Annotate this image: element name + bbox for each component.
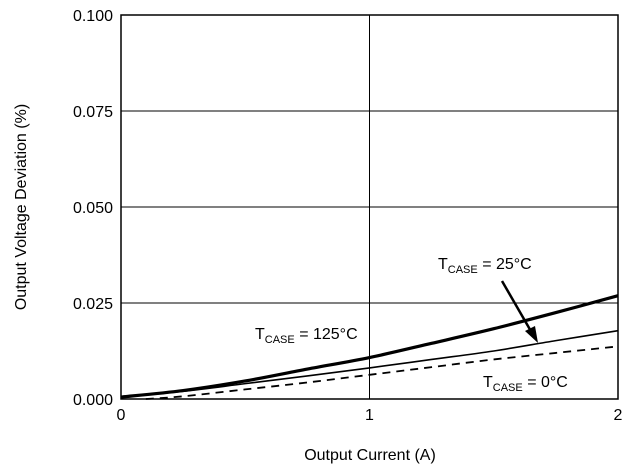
annotation-tcase-0-main: T xyxy=(483,374,493,391)
series-line-0 xyxy=(120,294,619,399)
grid-lines xyxy=(120,14,619,400)
y-tick-label: 0.000 xyxy=(73,392,113,409)
y-tick-label: 0.100 xyxy=(73,8,113,25)
y-tick-labels: 0.000 0.025 0.050 0.075 0.100 xyxy=(73,8,113,409)
annotation-tcase-125: TCASE = 125°C xyxy=(255,326,358,346)
y-tick-label: 0.075 xyxy=(73,104,113,121)
annotation-tcase-0: TCASE = 0°C xyxy=(483,374,568,394)
x-tick-label: 0 xyxy=(117,407,126,424)
y-axis-label: Output Voltage Deviation (%) xyxy=(13,104,30,310)
annotation-tcase-25-sub: CASE xyxy=(448,264,478,276)
annotation-tcase-25: TCASE = 25°C xyxy=(438,256,532,276)
annotation-tcase-25-rest: = 25°C xyxy=(478,256,532,273)
series-line-2 xyxy=(145,345,619,400)
annotation-tcase-25-main: T xyxy=(438,256,448,273)
x-axis-label: Output Current (A) xyxy=(304,447,436,464)
plot-frame xyxy=(120,14,619,400)
annotation-tcase-0-sub: CASE xyxy=(493,382,523,394)
annotation-tcase-0-rest: = 0°C xyxy=(523,374,568,391)
annotation-tcase-125-sub: CASE xyxy=(265,334,295,346)
x-tick-labels: 0 1 2 xyxy=(117,407,623,424)
y-tick-label: 0.025 xyxy=(73,296,113,313)
annotation-tcase-125-rest: = 125°C xyxy=(295,326,358,343)
y-tick-label: 0.050 xyxy=(73,200,113,217)
x-tick-label: 1 xyxy=(365,407,374,424)
series-line-1 xyxy=(120,329,619,398)
annotation-tcase-125-main: T xyxy=(255,326,265,343)
x-tick-label: 2 xyxy=(614,407,623,424)
annotation-arrow xyxy=(500,280,538,343)
series-lines xyxy=(120,294,619,400)
